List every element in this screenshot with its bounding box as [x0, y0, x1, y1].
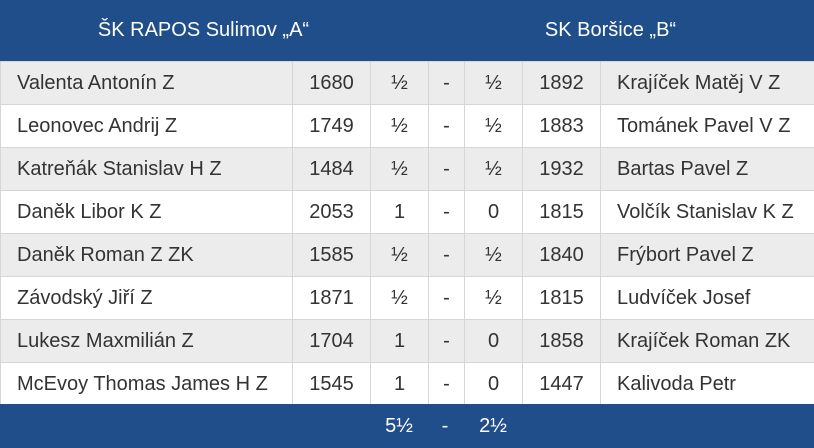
score-separator: -	[428, 190, 465, 234]
board-row: Daněk Roman Z ZK 1585 ½ - ½ 1840 Frýbort Pavel…	[0, 233, 814, 277]
home-total: 5½	[385, 415, 413, 437]
away-player-rating: 1447	[522, 362, 601, 406]
home-board-score: ½	[370, 147, 429, 191]
home-player-rating: 1585	[292, 233, 371, 277]
away-player-rating: 1883	[522, 104, 601, 148]
away-player-name: Krajíček Matěj V Z	[600, 61, 814, 105]
score-separator: -	[428, 233, 465, 277]
home-player-name: McEvoy Thomas James H Z	[0, 362, 293, 406]
home-team-name: ŠK RAPOS Sulimov „A“	[97, 19, 310, 41]
home-player-rating: 1871	[292, 276, 371, 320]
away-player-rating: 1932	[522, 147, 601, 191]
home-player-name: Lukesz Maxmilián Z	[0, 319, 293, 363]
home-board-score: ½	[370, 233, 429, 277]
away-team-name: SK Boršice „B“	[544, 19, 677, 41]
board-row: Závodský Jiří Z 1871 ½ - ½ 1815 Ludvíček Josef	[0, 276, 814, 320]
score-separator: -	[428, 319, 465, 363]
home-player-name: Valenta Antonín Z	[0, 61, 293, 105]
score-separator: -	[428, 276, 465, 320]
score-separator: -	[428, 147, 465, 191]
score-separator: -	[428, 61, 465, 105]
totals-separator: -	[441, 415, 449, 437]
away-player-name: Kalivoda Petr	[600, 362, 814, 406]
away-player-name: Tománek Pavel V Z	[600, 104, 814, 148]
board-row: Leonovec Andrij Z 1749 ½ - ½ 1883 Tománek Pave…	[0, 104, 814, 148]
home-player-rating: 1704	[292, 319, 371, 363]
home-player-rating: 1545	[292, 362, 371, 406]
away-total: 2½	[479, 415, 507, 437]
away-player-name: Krajíček Roman ZK	[600, 319, 814, 363]
boards-body: Valenta Antonín Z 1680 ½ - ½ 1892 Krajíček Mat…	[0, 61, 814, 406]
board-row: McEvoy Thomas James H Z 1545 1-0 1447 Kalivo…	[0, 362, 814, 406]
home-player-name: Závodský Jiří Z	[0, 276, 293, 320]
home-board-score: 1	[370, 190, 429, 234]
away-player-name: Bartas Pavel Z	[600, 147, 814, 191]
home-board-score: ½	[370, 61, 429, 105]
board-row: Valenta Antonín Z 1680 ½ - ½ 1892 Krajíček Mat…	[0, 61, 814, 105]
home-player-name: Leonovec Andrij Z	[0, 104, 293, 148]
home-player-name: Daněk Roman Z ZK	[0, 233, 293, 277]
away-board-score: 0	[464, 190, 523, 234]
away-board-score: ½	[464, 233, 523, 277]
away-board-score: 0	[464, 319, 523, 363]
away-board-score: 0	[464, 362, 523, 406]
away-player-rating: 1858	[522, 319, 601, 363]
board-row: Katreňák Stanislav H Z 1484 ½ - ½ 1932 Bartas …	[0, 147, 814, 191]
home-board-score: ½	[370, 104, 429, 148]
home-player-rating: 2053	[292, 190, 371, 234]
away-board-score: ½	[464, 61, 523, 105]
away-player-name: Volčík Stanislav K Z	[600, 190, 814, 234]
home-player-rating: 1484	[292, 147, 371, 191]
score-separator: -	[428, 104, 465, 148]
home-player-rating: 1680	[292, 61, 371, 105]
board-row: Daněk Libor K Z 2053 1-0 1815 Volčík Stanisl…	[0, 190, 814, 234]
away-player-rating: 1892	[522, 61, 601, 105]
away-player-rating: 1815	[522, 190, 601, 234]
away-board-score: ½	[464, 104, 523, 148]
totals-bar: 5½ - 2½	[0, 404, 814, 448]
team-header: ŠK RAPOS Sulimov „A“ SK Boršice „B“	[0, 0, 814, 61]
board-row: Lukesz Maxmilián Z 1704 1-0 1858 Krajíček Ro…	[0, 319, 814, 363]
boards-table: Valenta Antonín Z 1680 ½ - ½ 1892 Krajíček Mat…	[0, 61, 814, 406]
home-player-rating: 1749	[292, 104, 371, 148]
away-player-name: Ludvíček Josef	[600, 276, 814, 320]
home-player-name: Katreňák Stanislav H Z	[0, 147, 293, 191]
score-separator: -	[428, 362, 465, 406]
away-player-rating: 1815	[522, 276, 601, 320]
away-board-score: ½	[464, 147, 523, 191]
away-board-score: ½	[464, 276, 523, 320]
home-board-score: ½	[370, 276, 429, 320]
home-player-name: Daněk Libor K Z	[0, 190, 293, 234]
home-board-score: 1	[370, 362, 429, 406]
home-board-score: 1	[370, 319, 429, 363]
away-player-name: Frýbort Pavel Z	[600, 233, 814, 277]
away-player-rating: 1840	[522, 233, 601, 277]
